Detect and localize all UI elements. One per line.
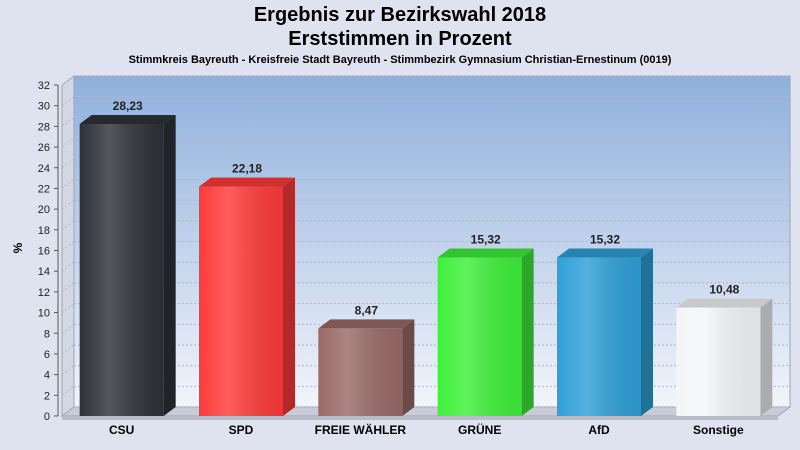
x-tick-label: GRÜNE bbox=[458, 422, 501, 437]
grid-line-side bbox=[61, 261, 75, 272]
y-tick-label: 20 bbox=[38, 204, 50, 216]
bar-shine bbox=[199, 186, 283, 416]
bar-grüne: 15,32 bbox=[437, 233, 534, 416]
bar-top bbox=[676, 298, 773, 308]
grid-line-side bbox=[61, 116, 75, 127]
bar-top bbox=[437, 248, 534, 258]
y-tick-label: 22 bbox=[38, 183, 50, 195]
grid-line-side bbox=[61, 406, 75, 417]
plot-side-wall bbox=[61, 75, 75, 417]
y-tick-label: 12 bbox=[38, 287, 50, 299]
bar-side bbox=[760, 298, 773, 416]
grid-line-side bbox=[61, 137, 75, 148]
y-tick-label: 16 bbox=[38, 246, 50, 258]
y-tick-label: 2 bbox=[44, 390, 50, 402]
x-tick-label: CSU bbox=[109, 423, 134, 437]
bar-top bbox=[557, 248, 653, 258]
y-tick-label: 10 bbox=[38, 308, 50, 320]
bar-value-label: 22,18 bbox=[232, 162, 262, 176]
y-tick-label: 18 bbox=[38, 225, 50, 237]
chart-title: Ergebnis zur Bezirkswahl 2018 bbox=[253, 4, 547, 26]
y-tick-label: 24 bbox=[38, 163, 50, 175]
grid-line-side bbox=[61, 241, 75, 251]
bar-shine bbox=[437, 257, 522, 416]
grid-line-side bbox=[61, 75, 75, 86]
bar-top bbox=[318, 319, 415, 329]
bar-spd: 22,18 bbox=[199, 162, 295, 416]
x-tick-label: Sonstige bbox=[693, 423, 744, 437]
x-tick-label: AfD bbox=[588, 423, 610, 437]
grid-line-side bbox=[61, 199, 75, 210]
bar-value-label: 10,48 bbox=[709, 283, 739, 297]
grid-line-side bbox=[61, 344, 75, 355]
bar-sonstige: 10,48 bbox=[676, 283, 773, 416]
bar-freie-wähler: 8,47 bbox=[318, 303, 415, 416]
grid-line-side bbox=[61, 220, 75, 231]
bar-shine bbox=[557, 257, 641, 416]
y-tick-label: 6 bbox=[44, 349, 50, 361]
y-tick-label: 4 bbox=[44, 370, 50, 382]
bar-side bbox=[521, 248, 534, 416]
bar-side bbox=[402, 319, 415, 416]
y-tick-label: 28 bbox=[38, 121, 50, 133]
grid-lines bbox=[61, 75, 790, 417]
y-tick-label: 32 bbox=[38, 80, 50, 92]
bar-side bbox=[283, 177, 295, 416]
plot-floor-edge bbox=[62, 416, 778, 420]
bars: 28,23 22,18 8,47 15,32 15,32 10,48 bbox=[79, 99, 773, 416]
y-axis-label: % bbox=[11, 242, 25, 253]
bar-value-label: 15,32 bbox=[590, 233, 620, 247]
bar-shine bbox=[676, 307, 761, 416]
grid-line-side bbox=[61, 323, 75, 334]
grid-line-side bbox=[61, 96, 75, 107]
chart-caption: Stimmkreis Bayreuth - Kreisfreie Stadt B… bbox=[128, 54, 672, 66]
grid-line-side bbox=[61, 282, 75, 293]
grid-line-side bbox=[61, 303, 75, 313]
bar-side bbox=[163, 114, 176, 416]
bar-value-label: 28,23 bbox=[113, 99, 143, 113]
x-tick-label: SPD bbox=[229, 423, 254, 437]
y-tick-label: 30 bbox=[38, 101, 50, 113]
x-axis: CSU SPD FREIE WÄHLER GRÜNE AfD Sonstige bbox=[109, 422, 744, 437]
chart-subtitle: Erststimmen in Prozent bbox=[288, 28, 512, 50]
bar-value-label: 15,32 bbox=[471, 233, 501, 247]
y-tick-label: 8 bbox=[44, 328, 50, 340]
grid-line-side bbox=[61, 365, 75, 376]
bar-shine bbox=[79, 123, 164, 416]
bar-top bbox=[199, 177, 295, 187]
bar-csu: 28,23 bbox=[79, 99, 176, 416]
bar-top bbox=[79, 114, 176, 124]
grid-line-side bbox=[61, 158, 75, 169]
bar-side bbox=[641, 248, 653, 416]
grid-line-side bbox=[61, 385, 75, 396]
y-tick-label: 14 bbox=[38, 266, 50, 278]
y-tick-label: 26 bbox=[38, 142, 50, 154]
y-tick-label: 0 bbox=[44, 411, 50, 423]
bar-shine bbox=[318, 328, 403, 416]
bar-afd: 15,32 bbox=[557, 233, 653, 416]
bar-value-label: 8,47 bbox=[355, 303, 379, 317]
x-tick-label: FREIE WÄHLER bbox=[315, 422, 407, 437]
grid-line-side bbox=[61, 179, 75, 189]
